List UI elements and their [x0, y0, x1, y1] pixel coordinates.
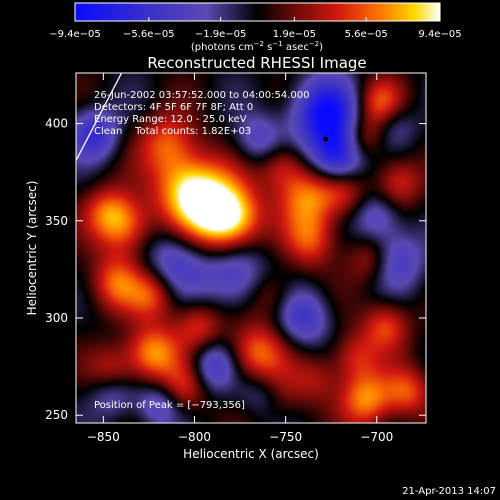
x-tick-label: −700 [360, 430, 393, 444]
peak-marker [323, 136, 329, 142]
colorbar [74, 2, 441, 22]
chart-title: Reconstructed RHESSI Image [147, 54, 366, 72]
solar-limb-line [76, 73, 123, 161]
plot-frame [75, 72, 427, 424]
colorbar-tick-label: 5.6e−05 [345, 29, 388, 40]
colorbar-ticks [74, 17, 441, 21]
colorbar-tick-label: −1.9e−05 [195, 29, 247, 40]
annotation-energy-range: Energy Range: 12.0 - 25.0 keV [94, 114, 247, 125]
x-tick-label: −750 [269, 430, 302, 444]
y-tick-label: 400 [45, 117, 68, 131]
colorbar-tick-labels: −9.4e−05 −5.6e−05 −1.9e−05 1.9e−05 5.6e−05 9.… [49, 29, 461, 40]
colorbar-tick-label: −9.4e−05 [49, 29, 101, 40]
y-axis-ticks: 250 300 350 400 [45, 117, 426, 422]
annotation-time-range: 26-Jun-2002 03:57:52.000 to 04:00:54.000 [94, 90, 310, 101]
y-tick-label: 250 [45, 408, 68, 422]
y-axis-label: Heliocentric Y (arcsec) [25, 181, 39, 316]
colorbar-unit: (photons cm−2 s−1 asec−2) [191, 40, 323, 53]
y-tick-label: 300 [45, 311, 68, 325]
peak-position-label: Position of Peak = [−793,356] [94, 400, 245, 411]
x-axis-label: Heliocentric X (arcsec) [183, 447, 319, 461]
annotation-detectors: Detectors: 4F 5F 6F 7F 8F; Att 0 [94, 102, 253, 113]
x-axis-ticks: −850 −800 −750 −700 [87, 73, 393, 444]
y-tick-label: 350 [45, 214, 68, 228]
colorbar-tick-label: 1.9e−05 [273, 29, 316, 40]
x-tick-label: −850 [87, 430, 120, 444]
annotation-total-counts: Clean Total counts: 1.82E+03 [94, 126, 251, 137]
x-tick-label: −800 [178, 430, 211, 444]
heatmap-image [76, 73, 426, 423]
colorbar-tick-label: 9.4e−05 [418, 29, 461, 40]
footer-timestamp: 21-Apr-2013 14:07 [402, 486, 496, 497]
colorbar-tick-label: −5.6e−05 [123, 29, 175, 40]
